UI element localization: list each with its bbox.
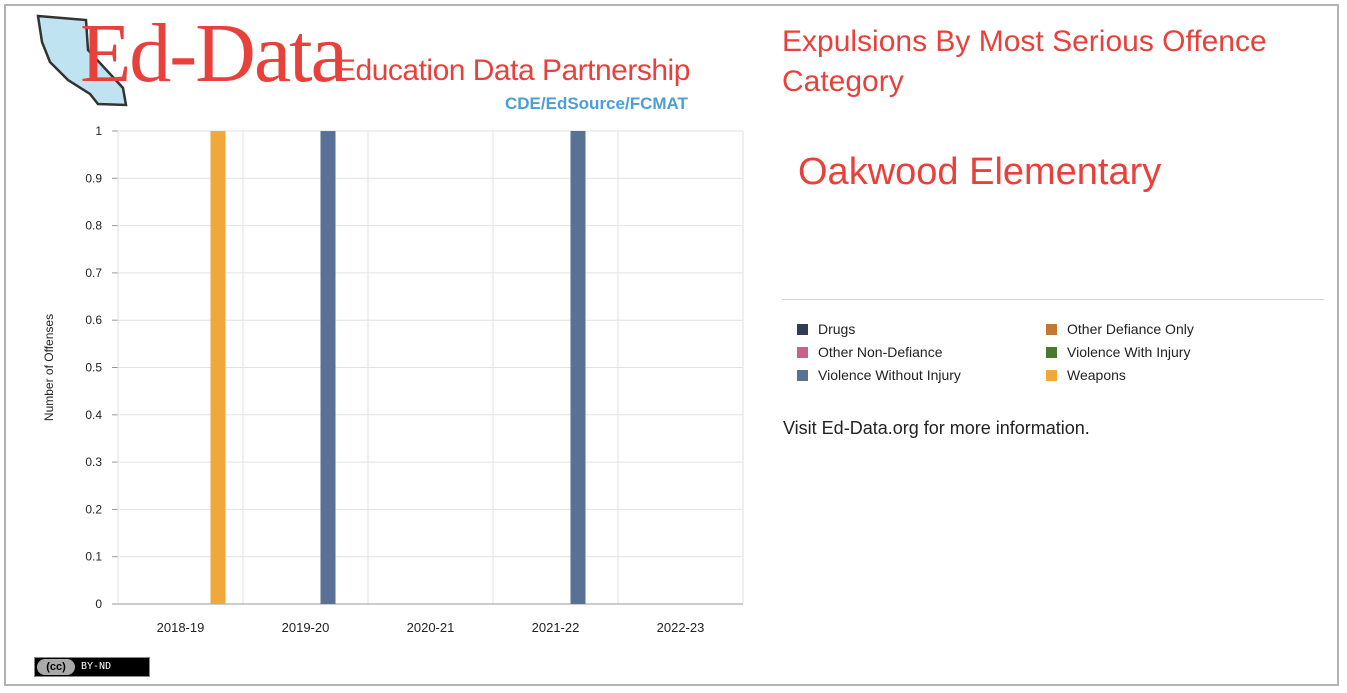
chart-title: Expulsions By Most Serious Offence Categ… (782, 25, 1267, 98)
ed-data-logo[interactable]: Ed-Data Education Data Partnership CDE/E… (28, 10, 728, 122)
legend-swatch (1046, 347, 1057, 358)
expulsions-chart: 0 0.1 0.2 0.3 0.4 0.5 0.6 0.7 0.8 0.9 1 2018-19 2019… (42, 124, 744, 635)
divider (782, 299, 1324, 300)
logo-subtitle: Education Data Partnership (336, 54, 690, 87)
y-tick-label: 0.4 (85, 408, 102, 422)
legend-item[interactable]: Violence With Injury (1046, 342, 1190, 362)
bar (570, 131, 586, 604)
bar (320, 131, 336, 604)
legend-label: Weapons (1067, 367, 1126, 383)
license-terms: BY-ND (81, 661, 112, 672)
legend-item[interactable]: Weapons (1046, 365, 1126, 385)
legend-label: Other Non-Defiance (818, 344, 943, 360)
cc-icon: (cc) (37, 659, 75, 675)
x-tick-label: 2021-22 (532, 620, 580, 635)
legend-swatch (1046, 370, 1057, 381)
logo-partners: CDE/EdSource/FCMAT (505, 94, 688, 113)
widget-frame (4, 4, 1339, 686)
y-tick-label: 0.5 (85, 361, 102, 375)
legend-item[interactable]: Violence Without Injury (797, 365, 961, 385)
logo-wordmark: Ed-Data (80, 7, 348, 100)
x-tick-label: 2018-19 (157, 620, 205, 635)
legend-label: Violence With Injury (1067, 344, 1191, 360)
school-name: Oakwood Elementary (798, 151, 1162, 193)
legend-item[interactable]: Other Non-Defiance (797, 342, 943, 362)
legend-item[interactable]: Drugs (797, 319, 855, 339)
legend-swatch (1046, 324, 1057, 335)
legend-swatch (797, 347, 808, 358)
california-map-icon (36, 14, 128, 107)
y-tick-label: 0.2 (85, 502, 102, 516)
x-tick-label: 2022-23 (657, 620, 705, 635)
legend-item[interactable]: Other Defiance Only (1046, 319, 1194, 339)
legend-label: Other Defiance Only (1067, 321, 1194, 337)
legend-label: Drugs (818, 321, 856, 337)
legend-swatch (797, 370, 808, 381)
visit-link-text[interactable]: Visit Ed-Data.org for more information. (783, 418, 1090, 438)
x-tick-label: 2020-21 (407, 620, 455, 635)
y-tick-label: 0.7 (85, 266, 102, 280)
y-tick-label: 0.1 (85, 550, 102, 564)
y-tick-label: 0.9 (85, 171, 102, 185)
y-tick-label: 0.6 (85, 313, 102, 327)
bar (210, 131, 226, 604)
y-tick-label: 0 (95, 597, 102, 611)
cc-license-badge[interactable]: (cc) BY-ND (34, 657, 150, 677)
legend-label: Violence Without Injury (818, 367, 961, 383)
legend-swatch (797, 324, 808, 335)
y-tick-label: 1 (95, 124, 102, 138)
x-tick-label: 2019-20 (282, 620, 330, 635)
y-tick-label: 0.8 (85, 219, 102, 233)
y-tick-label: 0.3 (85, 455, 102, 469)
y-axis-label: Number of Offenses (42, 314, 56, 421)
